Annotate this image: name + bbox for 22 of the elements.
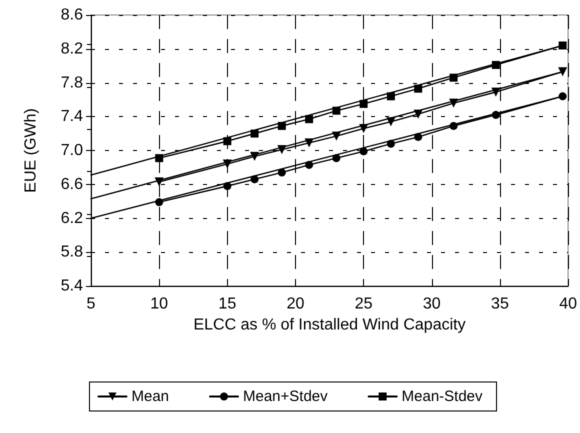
y-tick-label: 7.8 — [60, 74, 84, 92]
x-tick-label: 35 — [491, 296, 509, 312]
y-tick-label: 8.6 — [60, 6, 84, 24]
x-tick-label: 5 — [86, 296, 96, 312]
x-tick-label: 15 — [218, 296, 236, 312]
y-tick-label: 7.4 — [60, 108, 84, 126]
y-tick-label: 6.2 — [60, 210, 84, 227]
y-axis-title: EUE (GWh) — [22, 108, 40, 193]
y-tick-label: 8.2 — [60, 40, 84, 58]
legend-label: Mean — [131, 388, 170, 405]
y-tick-label: 6.6 — [60, 176, 84, 193]
x-tick-label: 20 — [286, 296, 304, 312]
y-tick-label: 5.8 — [60, 244, 84, 261]
x-tick-label: 30 — [422, 296, 441, 312]
y-tick-label: 5.4 — [60, 278, 84, 294]
y-tick-label: 7.0 — [60, 142, 84, 159]
legend-label: Mean+Stdev — [243, 388, 328, 405]
x-axis-title: ELCC as % of Installed Wind Capacity — [193, 316, 466, 334]
x-tick-label: 10 — [150, 296, 168, 312]
legend-label: Mean-Stdev — [402, 388, 484, 405]
x-tick-label: 40 — [559, 296, 578, 312]
x-tick-label: 25 — [354, 296, 373, 312]
